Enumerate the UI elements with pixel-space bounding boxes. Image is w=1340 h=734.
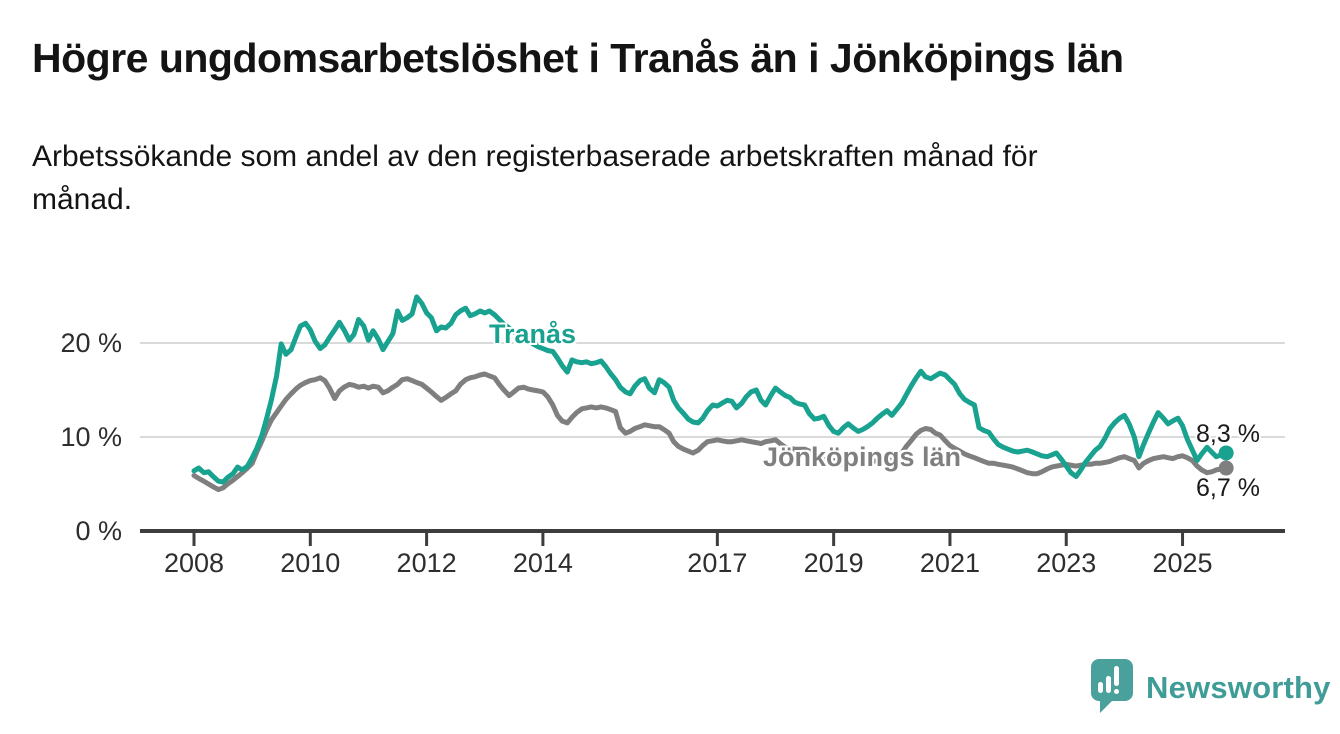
y-tick-label-20pct: 20 % bbox=[60, 328, 122, 358]
x-tick-label-2017: 2017 bbox=[687, 548, 747, 578]
newsworthy-logo-icon bbox=[1088, 658, 1134, 716]
x-tick-label-2014: 2014 bbox=[513, 548, 573, 578]
series-label-tranas: Tranås bbox=[489, 319, 577, 349]
newsworthy-brand-text: Newsworthy bbox=[1146, 670, 1331, 705]
series-label-jonkopings-lan: Jönköpings län bbox=[763, 442, 962, 472]
page-title: Högre ungdomsarbetslöshet i Tranås än i … bbox=[32, 35, 1124, 81]
y-tick-label-0pct: 0 % bbox=[75, 516, 122, 546]
x-tick-label-2023: 2023 bbox=[1036, 548, 1096, 578]
end-dot-tranas bbox=[1218, 445, 1234, 461]
x-tick-label-2021: 2021 bbox=[920, 548, 980, 578]
end-value-label-jonkopings-lan: 6,7 % bbox=[1196, 474, 1260, 502]
x-tick-label-2008: 2008 bbox=[164, 548, 224, 578]
chart-subtitle: Arbetssökande som andel av den registerb… bbox=[32, 140, 1038, 216]
x-tick-label-2019: 2019 bbox=[804, 548, 864, 578]
series-line-tranas bbox=[191, 294, 1229, 485]
x-tick-label-2010: 2010 bbox=[280, 548, 340, 578]
newsworthy-brand: Newsworthy bbox=[1088, 658, 1331, 716]
x-tick-label-2012: 2012 bbox=[397, 548, 457, 578]
end-value-label-tranas: 8,3 % bbox=[1196, 420, 1260, 448]
end-dot-jonkopings-lan bbox=[1218, 460, 1234, 476]
x-tick-label-2025: 2025 bbox=[1153, 548, 1213, 578]
series-line-jonkopings-lan bbox=[191, 371, 1229, 493]
y-tick-label-10pct: 10 % bbox=[60, 422, 122, 452]
